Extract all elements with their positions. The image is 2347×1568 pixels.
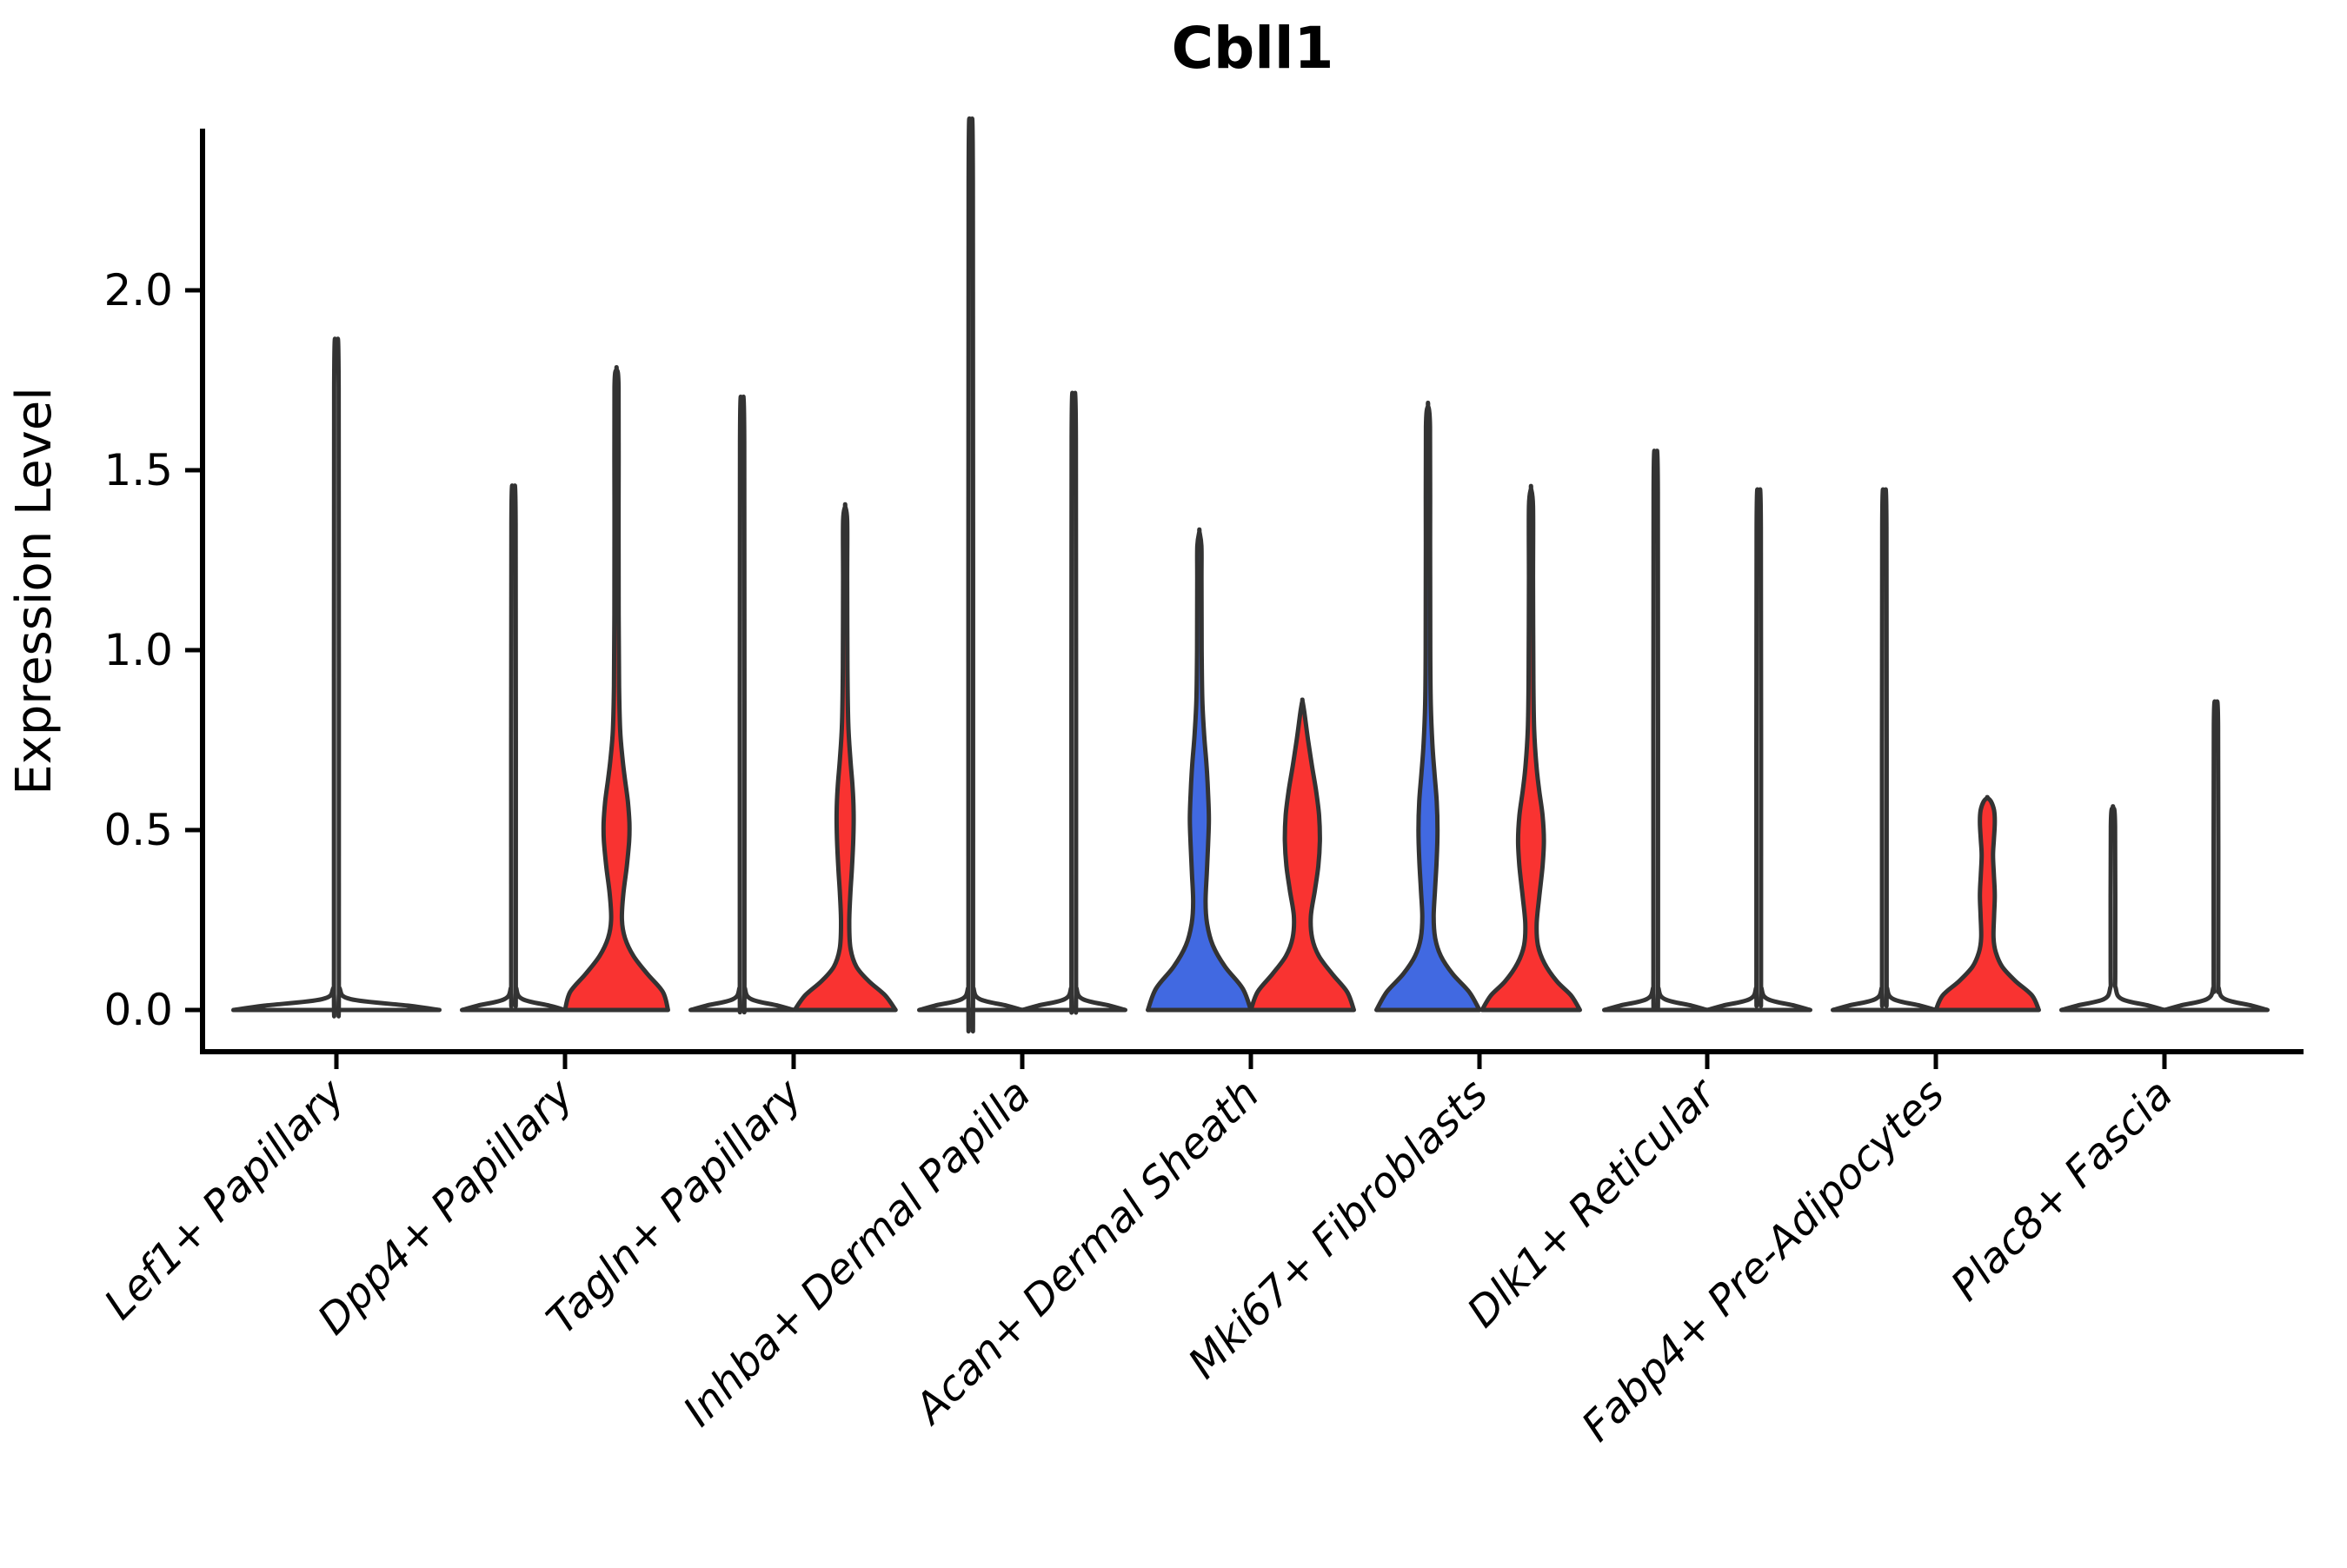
y-tick-label: 1.5 bbox=[103, 445, 173, 495]
violin-plac8-fascia-left bbox=[2059, 804, 2167, 1013]
x-category-label: Dpp4+ Papillary bbox=[309, 1069, 583, 1344]
violin-plac8-fascia-right bbox=[2162, 699, 2270, 1013]
violin-dpp4-papillary-right bbox=[562, 364, 670, 1013]
y-tick-label: 0.0 bbox=[103, 985, 173, 1035]
plot-title: Cbll1 bbox=[1172, 15, 1334, 82]
x-category-label: Lef1+ Papillary bbox=[95, 1069, 355, 1329]
violin-mki67-fibroblasts-left bbox=[1374, 400, 1482, 1013]
violin-dlk1-reticular-left bbox=[1602, 448, 1710, 1013]
x-category-label: Fabp4+ Pre-Adipocytes bbox=[1572, 1070, 1954, 1452]
x-category-label: Plac8+ Fascia bbox=[1942, 1070, 2183, 1311]
y-tick-label: 0.5 bbox=[103, 805, 173, 855]
violin-acan-dermal-sheath-left bbox=[1146, 527, 1253, 1013]
x-category-label: Tagln+ Papillary bbox=[537, 1069, 812, 1344]
violin-acan-dermal-sheath-right bbox=[1248, 697, 1356, 1013]
violin-mki67-fibroblasts-right bbox=[1479, 483, 1582, 1013]
violin-fabp4-pre-adipocytes-right bbox=[1933, 794, 2041, 1013]
violin-inhba-dermal-papilla-right bbox=[1020, 390, 1127, 1015]
y-tick-label: 2.0 bbox=[103, 265, 173, 316]
violin-fabp4-pre-adipocytes-left bbox=[1831, 487, 1938, 1013]
violin-dlk1-reticular-right bbox=[1705, 487, 1812, 1013]
violin-dpp4-papillary-left bbox=[460, 483, 568, 1013]
violin-tagln-papillary-right bbox=[792, 502, 898, 1013]
violin-tagln-papillary-left bbox=[688, 395, 796, 1015]
violins-layer bbox=[231, 116, 2270, 1033]
violin-inhba-dermal-papilla-left bbox=[917, 116, 1025, 1033]
x-category-label: Dlk1+ Reticular bbox=[1458, 1068, 1727, 1338]
violin-lef1-papillary-full bbox=[231, 336, 442, 1019]
y-tick-label: 1.0 bbox=[103, 625, 173, 675]
y-axis-label: Expression Level bbox=[6, 387, 63, 795]
